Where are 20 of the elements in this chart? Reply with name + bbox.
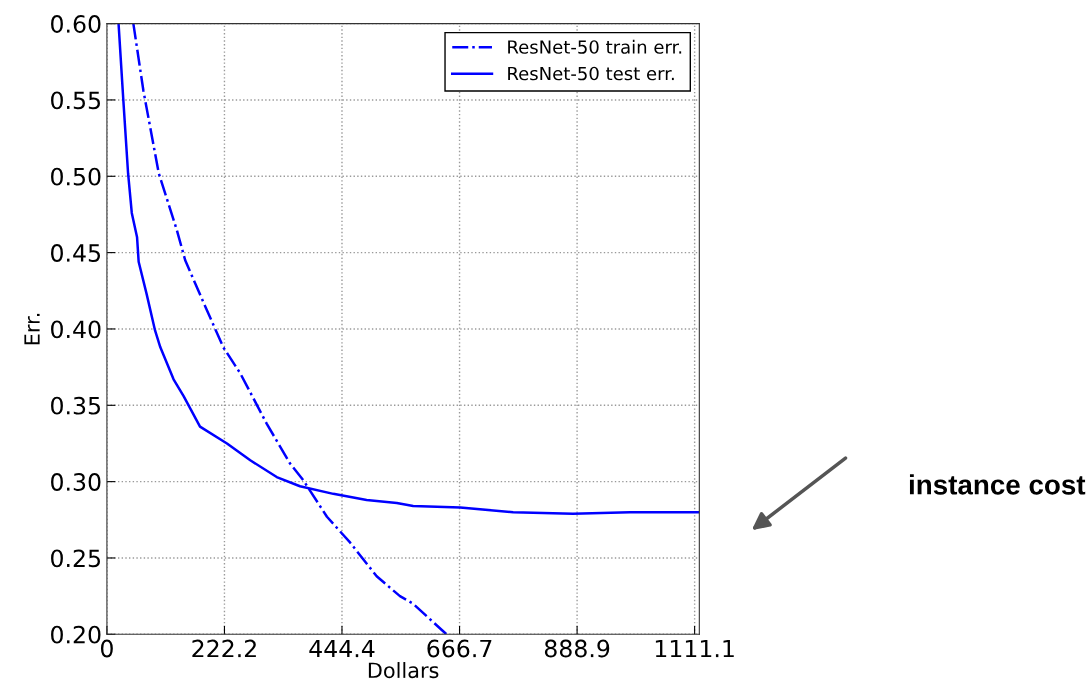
y-tick-label: 0.50 bbox=[51, 167, 101, 186]
y-tick-label: 0.35 bbox=[51, 396, 100, 415]
x-tick-label: 444.4 bbox=[309, 639, 375, 658]
y-tick-label: 0.45 bbox=[51, 244, 100, 262]
x-tick-label: 0 bbox=[100, 639, 113, 658]
y-tick-label: 0.55 bbox=[51, 91, 100, 110]
y-tick-label: 0.40 bbox=[51, 320, 101, 339]
y-tick-label: 0.25 bbox=[51, 549, 100, 568]
x-tick-label: 1111.1 bbox=[655, 639, 734, 658]
y-axis-title: Err. bbox=[24, 313, 40, 345]
x-tick-label: 222.2 bbox=[192, 639, 256, 658]
y-tick-label: 0.30 bbox=[51, 473, 101, 491]
legend-label: ResNet-50 train err. bbox=[508, 39, 682, 54]
legend-label: ResNet-50 test err. bbox=[508, 66, 674, 81]
y-tick-label: 0.20 bbox=[51, 625, 101, 644]
x-tick-label: 888.9 bbox=[544, 639, 610, 658]
text: instance cost bbox=[909, 474, 1086, 495]
x-axis-title: Dollars bbox=[368, 662, 439, 679]
x-tick-label: 666.7 bbox=[427, 639, 492, 658]
y-tick-label: 0.60 bbox=[51, 15, 101, 33]
